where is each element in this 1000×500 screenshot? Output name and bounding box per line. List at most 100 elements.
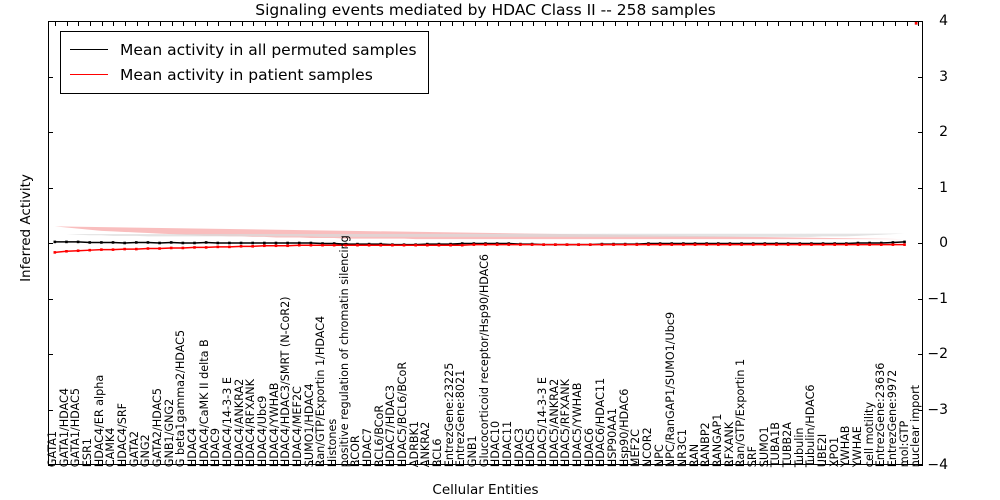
x-tick-mark	[486, 22, 488, 26]
y-tick-mark	[918, 354, 923, 355]
x-tick-mark	[568, 460, 570, 464]
x-tick-mark	[323, 22, 325, 26]
legend-line-swatch-patient	[70, 74, 108, 75]
x-tick-mark	[684, 460, 686, 464]
data-layer	[49, 22, 922, 464]
data-point-marker	[402, 243, 406, 247]
data-point-marker	[519, 243, 522, 246]
legend: Mean activity in all permuted samples Me…	[60, 31, 429, 94]
x-tick-mark	[824, 460, 826, 464]
data-point-marker	[76, 240, 80, 244]
x-tick-mark	[743, 22, 745, 26]
data-point-marker	[321, 242, 324, 245]
data-point-marker	[251, 245, 255, 248]
data-point-marker	[76, 249, 80, 253]
data-point-marker	[879, 243, 883, 246]
x-tick-mark	[288, 22, 290, 26]
data-point-marker	[111, 248, 115, 251]
data-point-marker	[891, 243, 895, 246]
y-tick-label: 4	[939, 13, 948, 29]
x-tick-mark	[264, 460, 266, 464]
x-tick-mark	[509, 22, 511, 26]
y-tick-mark	[918, 187, 923, 189]
x-tick-mark	[918, 22, 920, 26]
x-tick-mark	[649, 460, 651, 464]
x-tick-mark	[591, 460, 593, 464]
x-tick-mark	[731, 460, 733, 464]
data-point-marker	[530, 243, 534, 246]
data-point-marker	[705, 243, 708, 246]
y-tick-mark	[918, 409, 923, 411]
x-tick-mark	[101, 460, 103, 464]
data-point-marker	[623, 243, 627, 246]
x-tick-mark	[894, 460, 896, 464]
x-tick-mark	[871, 460, 873, 464]
x-tick-mark	[428, 460, 430, 464]
x-tick-mark	[276, 22, 278, 26]
x-tick-mark	[544, 460, 546, 464]
chart-title: Signaling events mediated by HDAC Class …	[255, 1, 716, 19]
data-point-marker	[169, 241, 173, 244]
data-point-marker	[309, 243, 313, 247]
x-tick-mark	[89, 22, 91, 26]
data-point-marker	[682, 243, 685, 246]
x-tick-mark	[906, 460, 908, 464]
x-tick-mark	[78, 22, 80, 26]
data-point-marker	[123, 241, 126, 245]
y-tick-label: −1	[927, 290, 948, 307]
data-point-marker	[135, 241, 138, 244]
x-tick-mark	[719, 22, 721, 26]
data-point-marker	[635, 243, 639, 246]
x-tick-mark	[813, 22, 815, 26]
x-axis-label: Cellular Entities	[432, 482, 539, 498]
x-tick-mark	[754, 22, 756, 26]
data-point-marker	[856, 241, 860, 245]
data-point-marker	[228, 245, 231, 249]
y-tick-label: −4	[927, 457, 948, 473]
x-tick-mark	[439, 22, 441, 26]
x-tick-mark	[696, 460, 698, 464]
x-tick-mark	[708, 22, 710, 26]
data-point-marker	[786, 243, 790, 246]
data-point-marker	[239, 241, 243, 245]
legend-entry: Mean activity in patient samples	[70, 62, 417, 87]
data-point-marker	[332, 242, 336, 245]
data-point-marker	[181, 246, 185, 250]
data-point-marker	[868, 241, 871, 245]
x-tick-mark	[754, 460, 756, 464]
x-tick-mark	[626, 22, 628, 26]
x-tick-mark	[346, 22, 348, 26]
data-point-marker	[309, 241, 313, 245]
data-point-marker	[65, 249, 68, 253]
data-point-marker	[100, 248, 103, 251]
x-tick-mark	[463, 460, 465, 464]
data-point-marker	[763, 243, 767, 246]
y-tick-mark	[48, 409, 53, 411]
x-tick-mark	[253, 460, 255, 464]
data-point-marker	[658, 243, 662, 246]
data-point-marker	[554, 243, 557, 246]
x-tick-mark	[183, 460, 185, 464]
x-tick-mark	[579, 22, 581, 26]
x-tick-mark	[218, 460, 220, 464]
data-point-marker	[239, 245, 243, 248]
x-tick-mark	[474, 460, 476, 464]
y-tick-label: −3	[927, 401, 948, 418]
x-tick-mark	[439, 460, 441, 464]
data-point-marker	[181, 241, 185, 245]
x-tick-mark	[334, 22, 336, 26]
x-tick-mark	[556, 460, 558, 464]
x-tick-mark	[346, 460, 348, 464]
x-tick-mark	[404, 460, 406, 464]
x-tick-mark	[404, 22, 406, 26]
data-point-marker	[845, 243, 848, 246]
data-point-marker	[123, 247, 126, 251]
series-line	[55, 242, 905, 245]
data-point-marker	[437, 243, 441, 247]
y-tick-label: 0	[939, 235, 948, 251]
x-tick-mark	[66, 22, 68, 26]
y-tick-mark	[918, 76, 923, 78]
x-tick-mark	[521, 460, 523, 464]
x-tick-mark	[684, 22, 686, 26]
data-point-marker	[903, 243, 906, 246]
